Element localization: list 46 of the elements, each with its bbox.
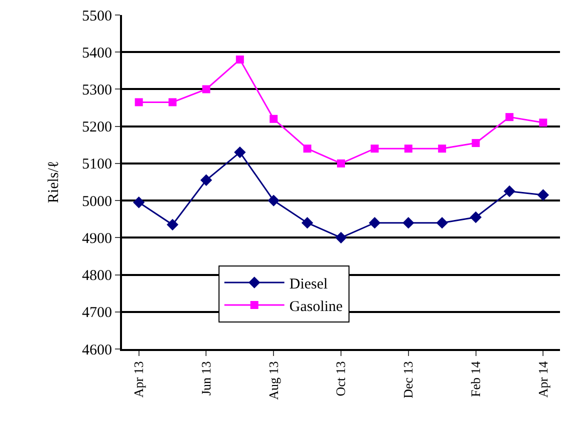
- x-tick-label: Jun 13: [198, 361, 214, 396]
- y-tick-label: 4800: [82, 268, 112, 284]
- point: [539, 118, 548, 127]
- x-tick-label: Feb 14: [468, 360, 483, 397]
- point: [236, 56, 244, 64]
- legend-label: Diesel: [289, 276, 328, 292]
- point: [537, 189, 549, 201]
- y-tick-label: 5400: [82, 45, 112, 62]
- point: [301, 216, 314, 229]
- point: [202, 85, 210, 94]
- y-tick-label: 4600: [82, 342, 112, 358]
- x-tick-label: Dec 13: [400, 361, 416, 398]
- point: [436, 216, 448, 229]
- x-tick-label: Apr 14: [535, 360, 550, 398]
- point: [133, 196, 145, 208]
- point: [472, 139, 480, 148]
- y-tick-label: 4900: [82, 230, 112, 247]
- point: [404, 144, 412, 153]
- y-tick-label: 5200: [82, 120, 112, 136]
- point: [168, 98, 177, 106]
- y-tick-label: 4700: [82, 305, 112, 322]
- point: [303, 144, 312, 153]
- point: [134, 98, 143, 106]
- point: [337, 159, 345, 168]
- y-tick-label: 5100: [82, 156, 112, 173]
- point: [370, 144, 379, 153]
- point: [368, 216, 381, 229]
- point: [335, 232, 347, 244]
- point: [504, 185, 516, 198]
- y-axis-title: Riels/ℓ: [46, 160, 62, 204]
- point: [200, 174, 212, 186]
- point: [438, 144, 446, 153]
- point: [470, 211, 482, 224]
- point: [505, 113, 514, 122]
- point: [268, 194, 280, 206]
- point: [270, 114, 278, 123]
- x-tick-label: Oct 13: [333, 361, 348, 396]
- y-tick-label: 5300: [82, 82, 112, 98]
- point: [234, 146, 246, 158]
- x-tick-label: Apr 13: [131, 361, 146, 398]
- x-tick-label: Aug 13: [266, 361, 281, 400]
- legend-label: Gasoline: [289, 298, 344, 315]
- point: [402, 216, 414, 229]
- point: [166, 218, 178, 231]
- y-tick-label: 5000: [82, 194, 112, 210]
- y-tick-label: 5500: [82, 8, 112, 24]
